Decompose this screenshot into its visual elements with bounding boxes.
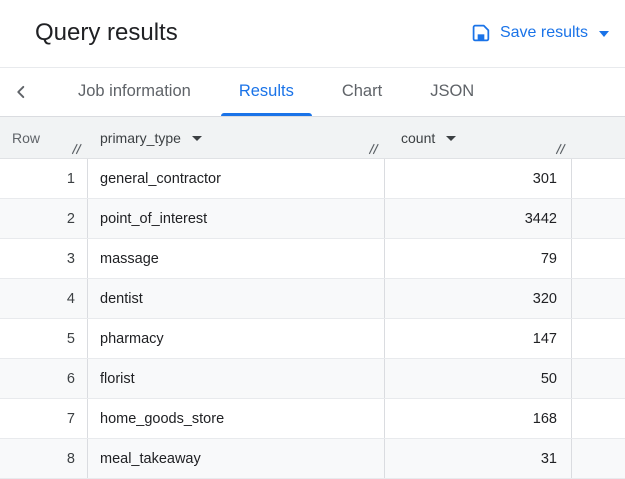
column-header-label: count [401, 129, 436, 146]
empty-cell [572, 159, 625, 198]
table-row: 8 meal_takeaway 31 [0, 439, 625, 479]
row-number-cell: 4 [0, 279, 88, 318]
count-cell: 147 [385, 319, 572, 358]
tab-label: Results [238, 82, 294, 101]
empty-cell [572, 319, 625, 358]
primary-type-cell: massage [88, 239, 385, 278]
count-cell: 31 [385, 439, 572, 478]
results-tabbar: Job information Results Chart JSON [0, 67, 625, 117]
results-header-bar: Query results Save results [0, 0, 625, 68]
chevron-left-icon [10, 81, 32, 103]
page-title: Query results [35, 19, 178, 47]
count-cell: 320 [385, 279, 572, 318]
count-cell: 3442 [385, 199, 572, 238]
tab-results[interactable]: Results [215, 68, 318, 117]
column-resize-handle[interactable] [554, 143, 567, 155]
primary-type-cell: general_contractor [88, 159, 385, 198]
empty-cell [572, 199, 625, 238]
column-header-primary-type[interactable]: primary_type [88, 117, 385, 158]
primary-type-cell: dentist [88, 279, 385, 318]
table-header-row: Row primary_type count [0, 117, 625, 159]
arrow-drop-down-icon[interactable] [191, 136, 202, 141]
primary-type-cell: point_of_interest [88, 199, 385, 238]
table-row: 4 dentist 320 [0, 279, 625, 319]
empty-cell [572, 439, 625, 478]
row-number-cell: 1 [0, 159, 88, 198]
save-results-label: Save results [499, 24, 588, 42]
table-row: 6 florist 50 [0, 359, 625, 399]
row-number-cell: 2 [0, 199, 88, 238]
row-number-cell: 5 [0, 319, 88, 358]
empty-cell [572, 359, 625, 398]
row-number-cell: 7 [0, 399, 88, 438]
column-resize-handle[interactable] [367, 143, 380, 155]
column-header-empty [572, 117, 625, 158]
count-cell: 79 [385, 239, 572, 278]
results-table: Row primary_type count [0, 117, 625, 479]
empty-cell [572, 399, 625, 438]
column-header-count[interactable]: count [385, 117, 572, 158]
table-row: 7 home_goods_store 168 [0, 399, 625, 439]
save-results-button[interactable]: Save results [469, 19, 611, 47]
column-header-label: Row [12, 129, 41, 146]
column-header-label: primary_type [100, 129, 181, 146]
column-header-row: Row [0, 117, 88, 158]
count-cell: 50 [385, 359, 572, 398]
primary-type-cell: home_goods_store [88, 399, 385, 438]
count-cell: 301 [385, 159, 572, 198]
empty-cell [572, 279, 625, 318]
primary-type-cell: pharmacy [88, 319, 385, 358]
table-row: 3 massage 79 [0, 239, 625, 279]
save-icon [471, 23, 491, 43]
column-resize-handle[interactable] [70, 143, 83, 155]
tab-label: Job information [78, 82, 191, 101]
empty-cell [572, 239, 625, 278]
tabs-scroll-left-button[interactable] [0, 68, 54, 116]
tab-chart[interactable]: Chart [318, 68, 406, 116]
tab-json[interactable]: JSON [406, 68, 498, 116]
row-number-cell: 6 [0, 359, 88, 398]
table-row: 1 general_contractor 301 [0, 159, 625, 199]
tab-job-information[interactable]: Job information [54, 68, 215, 116]
primary-type-cell: meal_takeaway [88, 439, 385, 478]
row-number-cell: 3 [0, 239, 88, 278]
row-number-cell: 8 [0, 439, 88, 478]
count-cell: 168 [385, 399, 572, 438]
primary-type-cell: florist [88, 359, 385, 398]
tab-label: Chart [341, 82, 383, 101]
tab-label: JSON [430, 82, 475, 101]
table-row: 2 point_of_interest 3442 [0, 199, 625, 239]
arrow-drop-down-icon[interactable] [446, 136, 457, 141]
table-row: 5 pharmacy 147 [0, 319, 625, 359]
save-results-dropdown-icon [599, 31, 609, 38]
